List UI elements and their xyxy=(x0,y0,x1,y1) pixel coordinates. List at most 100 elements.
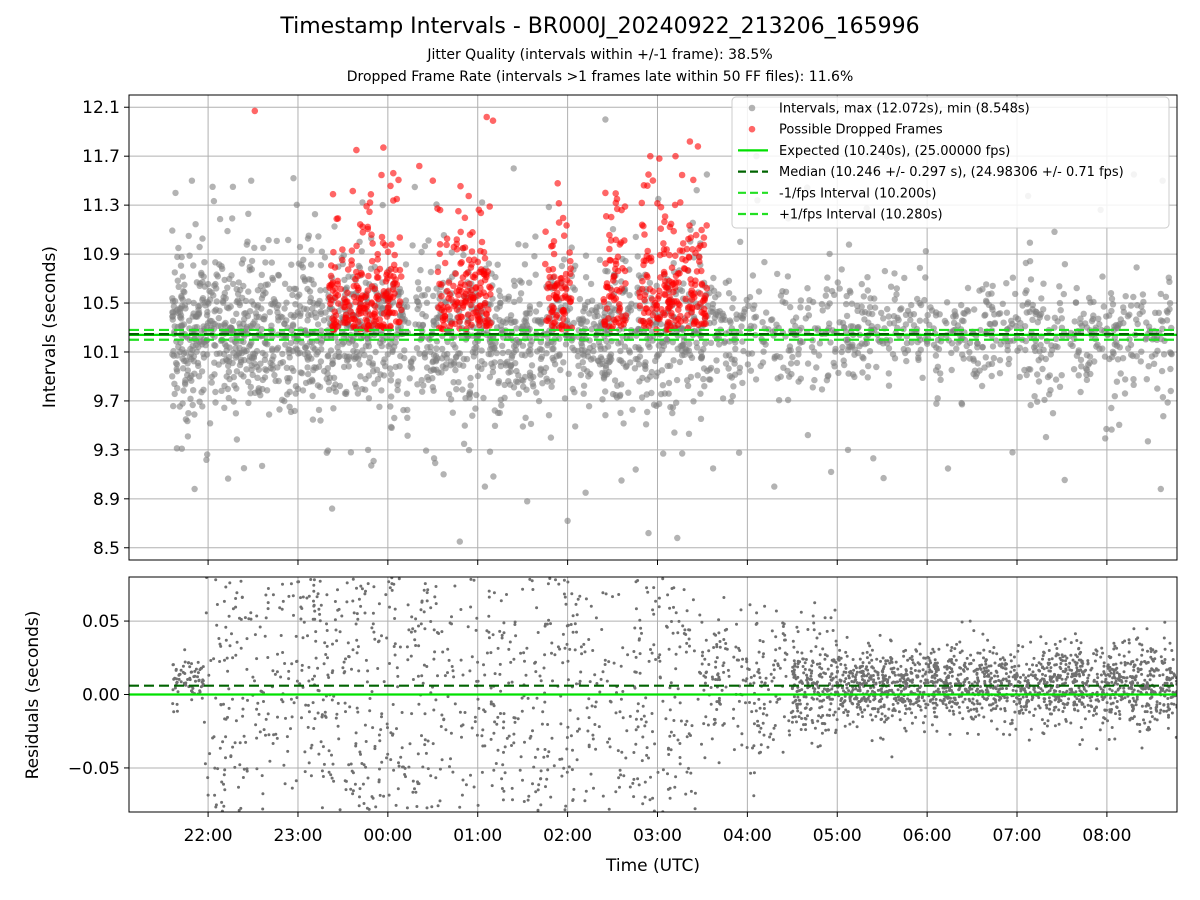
interval-point xyxy=(1009,449,1016,456)
interval-point xyxy=(486,448,494,455)
residual-point xyxy=(510,786,514,790)
residual-point xyxy=(545,777,549,781)
dropped-frame-point xyxy=(455,207,462,215)
legend-label: Expected (10.240s), (25.00000 fps) xyxy=(779,144,1010,159)
residual-point xyxy=(379,728,383,732)
interval-point xyxy=(971,306,978,313)
dropped-frame-point xyxy=(647,152,654,160)
interval-point xyxy=(848,300,856,307)
residual-point xyxy=(634,607,638,611)
residual-point xyxy=(556,645,560,649)
dropped-frame-point xyxy=(612,236,620,244)
legend-label: Median (10.246 +/- 0.297 s), (24.98306 +… xyxy=(779,165,1124,180)
interval-point xyxy=(180,321,188,328)
interval-point xyxy=(868,323,875,330)
residual-point xyxy=(657,656,661,659)
interval-point xyxy=(988,290,995,297)
residual-point xyxy=(262,700,265,703)
residual-point xyxy=(1123,663,1127,667)
residual-point xyxy=(314,656,318,660)
interval-point xyxy=(300,305,308,312)
residual-point xyxy=(558,647,562,651)
interval-point xyxy=(664,338,671,345)
residual-point xyxy=(972,658,976,662)
residual-point xyxy=(1142,718,1145,722)
dropped-frame-point xyxy=(612,257,619,265)
residual-point xyxy=(175,681,179,685)
interval-point xyxy=(653,282,660,289)
interval-point xyxy=(1078,322,1086,330)
interval-point xyxy=(347,449,355,456)
interval-point xyxy=(988,372,995,380)
interval-point xyxy=(986,320,993,328)
residual-point xyxy=(890,714,894,718)
interval-point xyxy=(673,376,681,384)
interval-point xyxy=(233,286,240,293)
residual-point xyxy=(1113,696,1117,700)
dropped-frame-point xyxy=(457,228,465,236)
residual-point xyxy=(569,623,573,626)
residual-point xyxy=(380,760,384,764)
residual-point xyxy=(1050,657,1054,661)
legend-marker-point xyxy=(748,125,756,133)
residual-point xyxy=(1055,676,1059,679)
interval-point xyxy=(870,455,877,462)
residual-point xyxy=(614,790,618,794)
dropped-frame-point xyxy=(468,248,476,255)
residual-point xyxy=(673,695,677,699)
residual-point xyxy=(183,648,187,652)
interval-point xyxy=(933,400,940,407)
interval-point xyxy=(1160,351,1168,358)
dropped-frame-point xyxy=(654,200,661,207)
dropped-frame-point xyxy=(459,244,467,252)
residual-point xyxy=(330,698,334,702)
residual-point xyxy=(1163,658,1167,661)
interval-point xyxy=(1009,274,1017,281)
interval-point xyxy=(902,349,909,357)
residual-point xyxy=(249,611,253,615)
interval-point xyxy=(262,281,269,288)
residual-point xyxy=(569,734,573,738)
interval-point xyxy=(223,373,230,380)
interval-point xyxy=(339,340,346,348)
interval-point xyxy=(232,410,240,417)
interval-point xyxy=(216,350,223,357)
interval-point xyxy=(417,266,424,274)
residual-point xyxy=(258,625,262,629)
residual-point xyxy=(429,774,433,778)
residual-point xyxy=(1045,666,1049,670)
residual-point xyxy=(890,681,894,685)
residual-point xyxy=(351,771,355,775)
residual-point xyxy=(358,787,362,791)
residual-point xyxy=(443,674,447,678)
interval-point xyxy=(486,373,494,381)
residual-point xyxy=(897,695,900,699)
residual-point xyxy=(778,646,782,650)
interval-point xyxy=(373,366,381,373)
residual-point xyxy=(717,618,721,622)
interval-point xyxy=(473,391,480,399)
dropped-frame-point xyxy=(656,155,663,162)
interval-point xyxy=(703,171,711,178)
dropped-frame-point xyxy=(691,290,698,297)
residual-point xyxy=(1112,663,1115,667)
interval-point xyxy=(204,280,212,288)
interval-point xyxy=(684,382,692,389)
interval-point xyxy=(170,347,177,355)
residual-point xyxy=(300,663,304,667)
residual-point xyxy=(450,665,454,668)
legend-label: Intervals, max (12.072s), min (8.548s) xyxy=(779,102,1030,117)
residual-point xyxy=(601,794,605,798)
interval-point xyxy=(258,462,266,470)
intervals-y-axis-label: Intervals (seconds) xyxy=(40,246,60,408)
residual-point xyxy=(523,659,526,663)
residual-point xyxy=(922,699,926,703)
interval-point xyxy=(209,320,217,327)
dropped-frame-point xyxy=(611,316,618,324)
dropped-frame-point xyxy=(656,251,664,259)
interval-point xyxy=(492,273,499,281)
interval-point xyxy=(527,341,534,348)
interval-point xyxy=(335,353,342,361)
residual-point xyxy=(321,775,325,778)
